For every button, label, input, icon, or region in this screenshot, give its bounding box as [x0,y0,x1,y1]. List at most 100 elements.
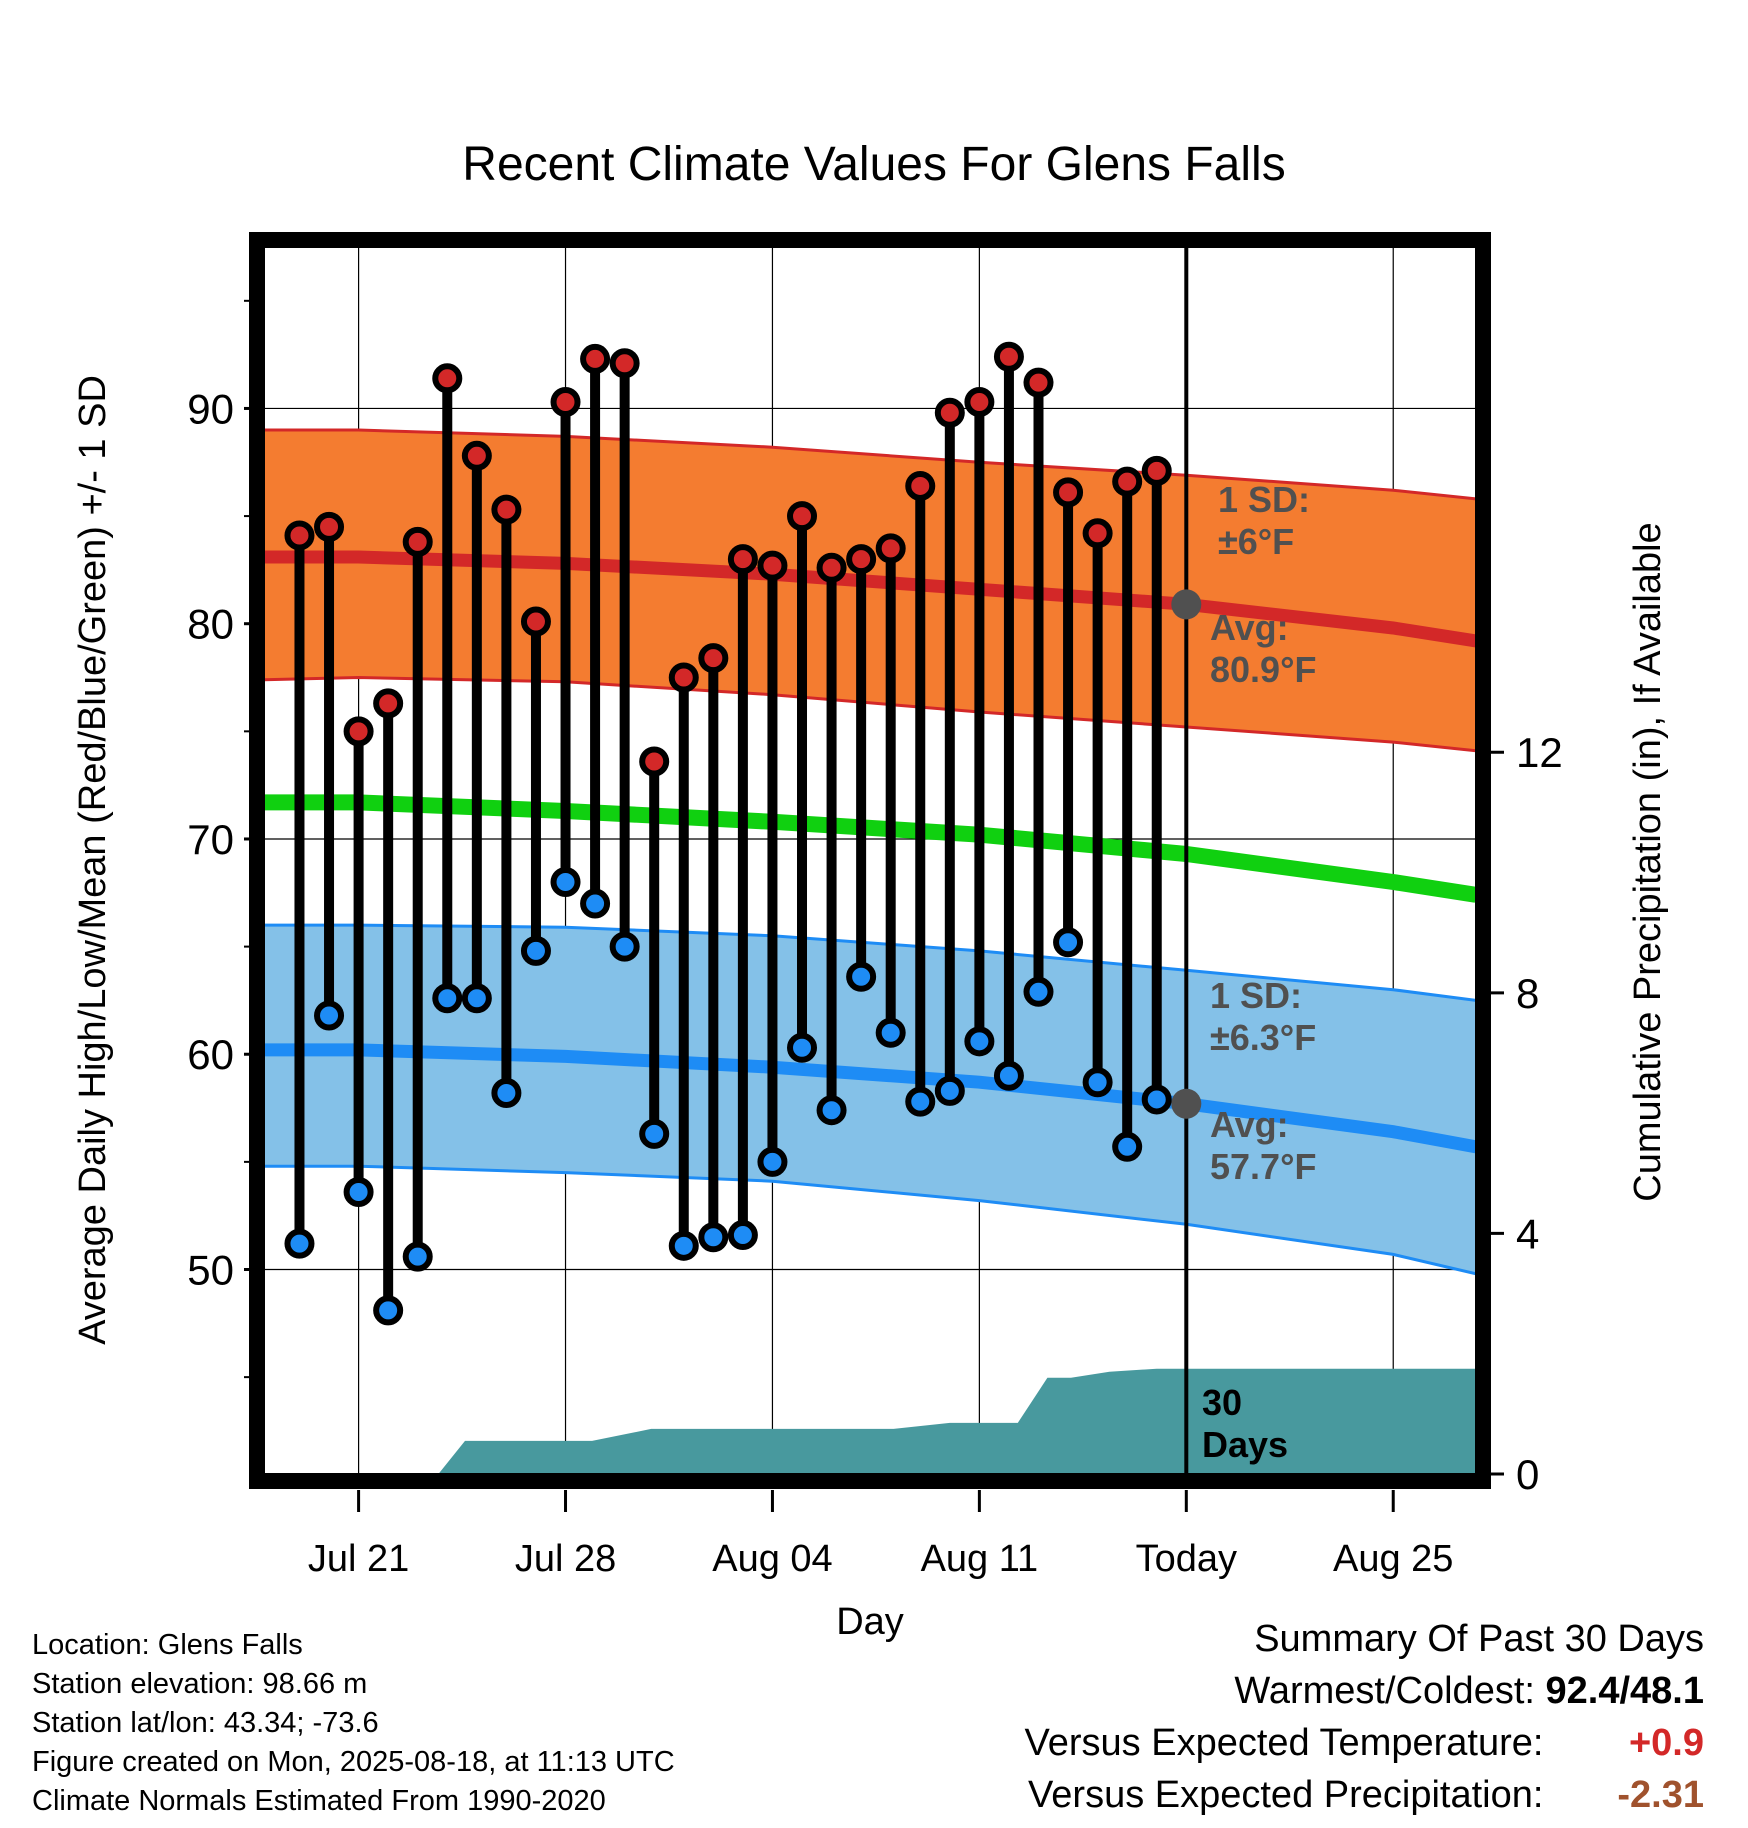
daily-high-point [639,746,670,777]
daily-low-point [402,1241,433,1272]
today-marker-high [1171,589,1202,620]
footer-elevation: Station elevation: 98.66 m [32,1668,368,1700]
daily-high-point [491,494,522,525]
daily-high-point [727,544,758,575]
daily-high-point [609,348,640,379]
today-marker-low [1171,1088,1202,1119]
daily-high-point [993,341,1024,372]
daily-low-point [668,1230,699,1261]
footer-normals: Climate Normals Estimated From 1990-2020 [32,1785,606,1817]
y-right-tick-label: 4 [1516,1210,1539,1257]
footer-location: Location: Glens Falls [32,1629,303,1661]
daily-high-point [905,470,936,501]
daily-low-point [432,983,463,1014]
daily-low-point [314,1000,345,1031]
daily-low-point [757,1146,788,1177]
days-annotation: 30 Days [1202,1382,1288,1465]
daily-low-point [964,1026,995,1057]
daily-low-point [1023,976,1054,1007]
daily-high-point [964,386,995,417]
daily-low-point [787,1032,818,1063]
daily-high-point [875,533,906,564]
footer-latlon: Station lat/lon: 43.34; -73.6 [32,1707,379,1739]
daily-high-point [461,440,492,471]
daily-low-point [727,1220,758,1251]
daily-low-point [1141,1084,1172,1115]
daily-low-point [875,1017,906,1048]
y-left-tick-label: 50 [187,1247,234,1294]
high-sd-annotation: 1 SD: ±6°F [1218,479,1310,562]
daily-high-point [432,363,463,394]
plot-area [264,247,1476,1474]
high-avg-annotation: Avg: 80.9°F [1210,607,1316,690]
daily-low-point [1082,1067,1113,1098]
daily-high-point [580,343,611,374]
daily-high-point [550,386,581,417]
summary-warmest-value: 92.4/48.1 [1545,1670,1704,1712]
y-left-tick-label: 60 [187,1031,234,1078]
daily-low-point [609,931,640,962]
daily-low-point [461,983,492,1014]
summary-precip-value: -2.31 [1617,1774,1704,1816]
x-tick-label: Aug 04 [712,1538,832,1580]
chart-title: Recent Climate Values For Glens Falls [462,138,1285,191]
daily-low-point [1053,927,1084,958]
daily-low-point [343,1177,374,1208]
daily-high-point [816,552,847,583]
y-left-tick-label: 70 [187,816,234,863]
daily-high-point [1112,466,1143,497]
daily-high-point [520,606,551,637]
daily-low-point [639,1118,670,1149]
daily-high-point [787,501,818,532]
daily-low-point [905,1086,936,1117]
daily-low-point [550,867,581,898]
x-tick-label: Today [1136,1538,1237,1580]
low-sd-band [264,925,1476,1274]
daily-low-point [520,935,551,966]
high-sd-upper-line [264,428,1476,501]
daily-high-point [284,520,315,551]
daily-low-point [698,1222,729,1253]
daily-high-point [1082,518,1113,549]
x-axis-label: Day [836,1601,904,1643]
daily-high-point [934,397,965,428]
high-normal-line [264,550,1476,648]
daily-high-point [1023,367,1054,398]
y-right-tick-label: 12 [1516,729,1563,776]
daily-high-point [1141,455,1172,486]
low-sd-annotation: 1 SD: ±6.3°F [1210,975,1316,1058]
summary-warmest-row: Warmest/Coldest: 92.4/48.1 [1234,1670,1704,1713]
footer-created: Figure created on Mon, 2025-08-18, at 11… [32,1746,675,1778]
low-avg-annotation: Avg: 57.7°F [1210,1104,1316,1187]
daily-low-point [284,1228,315,1259]
daily-high-point [757,550,788,581]
x-tick-label: Aug 25 [1333,1538,1453,1580]
daily-low-point [580,888,611,919]
summary-temp-row: Versus Expected Temperature: +0.9 [1025,1722,1704,1765]
daily-high-point [402,526,433,557]
daily-high-point [846,544,877,575]
daily-low-point [846,961,877,992]
summary-title: Summary Of Past 30 Days [1254,1618,1704,1660]
summary-precip-row: Versus Expected Precipitation: -2.31 [1028,1774,1704,1817]
daily-high-point [668,662,699,693]
summary-precip-label: Versus Expected Precipitation: [1028,1774,1544,1816]
high-sd-lower-line [264,675,1476,753]
x-tick-label: Jul 28 [515,1538,616,1580]
summary-temp-value: +0.9 [1628,1722,1704,1764]
summary-temp-label: Versus Expected Temperature: [1024,1722,1544,1764]
daily-high-point [373,688,404,719]
y-left-tick-label: 80 [187,601,234,648]
precip-area [438,1368,1476,1474]
daily-low-point [1112,1131,1143,1162]
daily-high-point [1053,477,1084,508]
daily-low-point [934,1075,965,1106]
y-axis-right-label: Cumulative Precipitation (in), If Availa… [1627,522,1669,1201]
plot-frame [249,232,1491,1489]
y-axis-left-label: Average Daily High/Low/Mean (Red/Blue/Gr… [72,375,114,1345]
daily-low-point [816,1095,847,1126]
x-tick-label: Jul 21 [308,1538,409,1580]
y-right-tick-label: 0 [1516,1451,1539,1498]
daily-low-point [491,1077,522,1108]
